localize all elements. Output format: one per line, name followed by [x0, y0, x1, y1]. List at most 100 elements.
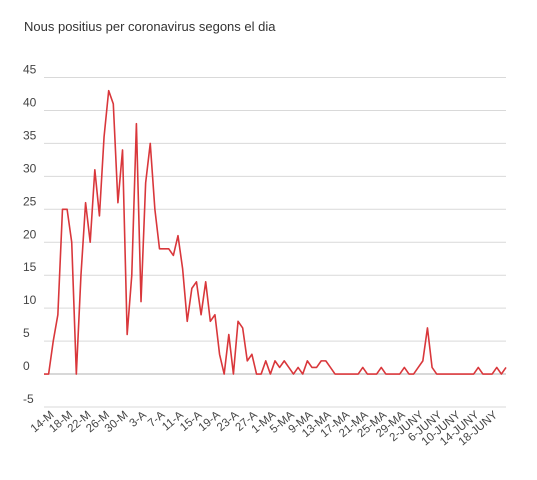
data-point: [367, 373, 368, 374]
y-tick-label: 20: [23, 227, 37, 241]
data-point: [191, 288, 192, 289]
y-tick-label: 40: [23, 95, 37, 109]
data-point: [224, 373, 225, 374]
data-point: [131, 275, 132, 276]
data-point: [145, 182, 146, 183]
data-point: [362, 367, 363, 368]
data-point: [233, 373, 234, 374]
data-point: [376, 373, 377, 374]
data-point: [113, 103, 114, 104]
data-point: [154, 209, 155, 210]
data-point: [298, 367, 299, 368]
data-point: [459, 373, 460, 374]
y-tick-label: -5: [23, 392, 34, 406]
data-point: [261, 373, 262, 374]
data-point: [67, 209, 68, 210]
data-point: [496, 367, 497, 368]
y-tick-label: 45: [23, 63, 37, 77]
data-point: [418, 367, 419, 368]
data-point: [228, 334, 229, 335]
data-point: [127, 334, 128, 335]
data-point: [284, 360, 285, 361]
data-point: [140, 301, 141, 302]
data-point: [177, 235, 178, 236]
data-point: [436, 373, 437, 374]
data-point: [390, 373, 391, 374]
data-point: [265, 360, 266, 361]
data-point: [182, 268, 183, 269]
data-point: [210, 321, 211, 322]
data-point: [321, 360, 322, 361]
data-point: [381, 367, 382, 368]
data-point: [302, 373, 303, 374]
series-layer: [43, 89, 507, 375]
data-point: [150, 143, 151, 144]
data-point: [293, 373, 294, 374]
data-point: [473, 373, 474, 374]
data-point: [445, 373, 446, 374]
data-point: [90, 242, 91, 243]
data-point: [99, 215, 100, 216]
data-point: [256, 373, 257, 374]
data-point: [413, 373, 414, 374]
data-point: [468, 373, 469, 374]
data-point: [242, 327, 243, 328]
y-axis-tick-labels: 45 40 35 30 25 20 15 10 5 0 -5: [23, 63, 37, 407]
data-point: [487, 373, 488, 374]
data-point: [117, 202, 118, 203]
data-point: [247, 360, 248, 361]
x-axis-tick-labels: 14-M18-M22-M26-M30-M3-A7-A11-A15-A19-A23…: [29, 409, 501, 448]
data-point: [353, 373, 354, 374]
data-point: [501, 373, 502, 374]
data-point: [122, 149, 123, 150]
y-tick-label: 30: [23, 161, 37, 175]
data-point: [464, 373, 465, 374]
data-point: [316, 367, 317, 368]
data-point: [492, 373, 493, 374]
data-point: [348, 373, 349, 374]
data-point: [48, 373, 49, 374]
data-point: [76, 373, 77, 374]
data-point: [422, 360, 423, 361]
data-point: [431, 367, 432, 368]
data-point: [344, 373, 345, 374]
data-point: [307, 360, 308, 361]
data-point: [404, 367, 405, 368]
data-point: [214, 314, 215, 315]
y-tick-label: 5: [23, 326, 30, 340]
data-point: [173, 255, 174, 256]
data-point: [196, 281, 197, 282]
data-point: [330, 367, 331, 368]
data-point: [219, 354, 220, 355]
data-point: [358, 373, 359, 374]
data-point: [168, 248, 169, 249]
data-point: [274, 360, 275, 361]
y-tick-label: 0: [23, 359, 30, 373]
data-point: [85, 202, 86, 203]
data-point: [334, 373, 335, 374]
data-point: [427, 327, 428, 328]
data-point: [288, 367, 289, 368]
data-point: [103, 136, 104, 137]
chart-title: Nous positius per coronavirus segons el …: [24, 19, 276, 34]
data-point: [455, 373, 456, 374]
gridlines: [44, 77, 506, 408]
data-point: [339, 373, 340, 374]
data-point: [164, 248, 165, 249]
data-point: [311, 367, 312, 368]
y-tick-label: 15: [23, 260, 37, 274]
data-point: [94, 169, 95, 170]
data-point: [251, 354, 252, 355]
data-point: [159, 248, 160, 249]
data-point: [385, 373, 386, 374]
data-point: [399, 373, 400, 374]
data-point: [108, 90, 109, 91]
data-point: [200, 314, 201, 315]
data-point: [71, 242, 72, 243]
data-point: [43, 373, 44, 374]
data-point: [80, 275, 81, 276]
data-point: [279, 367, 280, 368]
data-point: [371, 373, 372, 374]
x-tick-label: 3-A: [128, 409, 150, 430]
